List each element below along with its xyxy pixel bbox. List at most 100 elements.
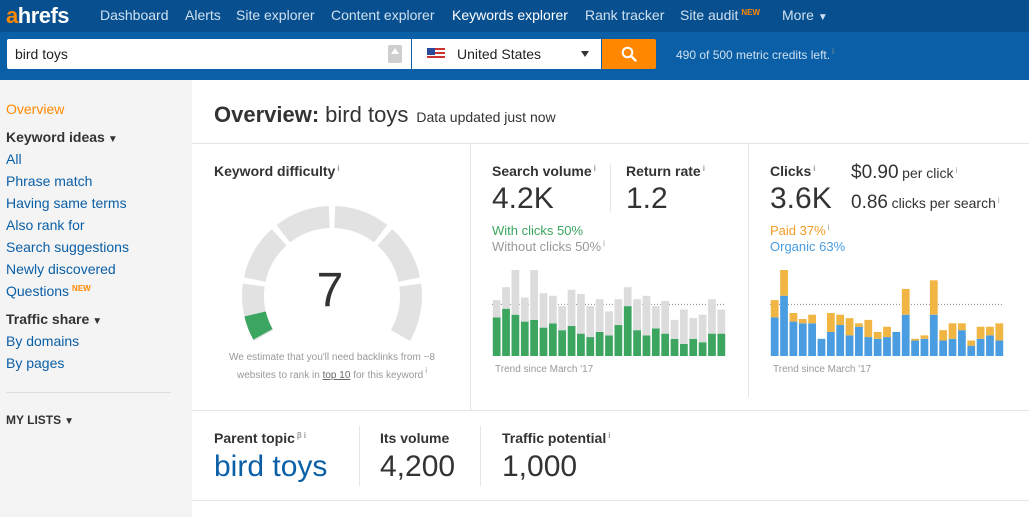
sidebar-item-overview[interactable]: Overview: [6, 101, 65, 117]
bar-without-clicks[interactable]: [586, 306, 595, 338]
bar-without-clicks[interactable]: [651, 306, 660, 329]
bar-paid[interactable]: [911, 338, 919, 341]
bar-with-clicks[interactable]: [670, 338, 679, 356]
bar-without-clicks[interactable]: [689, 318, 698, 339]
bar-with-clicks[interactable]: [530, 319, 538, 356]
bar-organic[interactable]: [911, 340, 919, 356]
bar-organic[interactable]: [855, 326, 863, 356]
bar-organic[interactable]: [986, 335, 994, 356]
sidebar-traffic-share[interactable]: Traffic share ▼: [6, 311, 102, 327]
bar-with-clicks[interactable]: [502, 308, 510, 356]
sidebar-keyword-ideas[interactable]: Keyword ideas ▼: [6, 129, 118, 145]
info-icon[interactable]: i: [337, 164, 340, 173]
bar-paid[interactable]: [967, 340, 976, 346]
bar-organic[interactable]: [901, 314, 910, 356]
bar-with-clicks[interactable]: [708, 333, 716, 356]
bar-with-clicks[interactable]: [567, 325, 576, 356]
bar-organic[interactable]: [939, 340, 948, 356]
bar-without-clicks[interactable]: [661, 300, 670, 334]
info-icon[interactable]: i: [955, 166, 958, 175]
bar-without-clicks[interactable]: [670, 319, 679, 339]
bar-without-clicks[interactable]: [539, 293, 548, 328]
bar-paid[interactable]: [855, 323, 863, 327]
bar-organic[interactable]: [845, 335, 854, 356]
bar-with-clicks[interactable]: [595, 331, 604, 356]
bar-with-clicks[interactable]: [586, 337, 595, 356]
bar-organic[interactable]: [789, 321, 798, 356]
bar-with-clicks[interactable]: [558, 330, 567, 356]
nav-keywords-explorer[interactable]: Keywords explorer: [452, 7, 568, 23]
bar-paid[interactable]: [873, 331, 882, 339]
bar-with-clicks[interactable]: [651, 328, 660, 356]
bar-without-clicks[interactable]: [558, 306, 567, 331]
bar-with-clicks[interactable]: [680, 343, 688, 356]
bar-with-clicks[interactable]: [511, 314, 520, 356]
sidebar-item-phrase-match[interactable]: Phrase match: [6, 173, 93, 189]
bar-with-clicks[interactable]: [717, 333, 726, 356]
bar-paid[interactable]: [780, 270, 788, 296]
top-10-link[interactable]: top 10: [322, 370, 351, 381]
bar-without-clicks[interactable]: [520, 297, 529, 322]
bar-organic[interactable]: [864, 337, 873, 356]
nav-site-audit[interactable]: Site audit NEW: [680, 7, 760, 23]
bar-organic[interactable]: [798, 323, 807, 356]
sidebar-item-search-suggestions[interactable]: Search suggestions: [6, 239, 129, 255]
bar-paid[interactable]: [986, 326, 994, 336]
bar-paid[interactable]: [929, 280, 938, 315]
nav-alerts[interactable]: Alerts: [185, 7, 221, 23]
bar-paid[interactable]: [883, 326, 891, 338]
bar-with-clicks[interactable]: [605, 335, 613, 356]
info-icon[interactable]: i: [832, 47, 834, 56]
bar-organic[interactable]: [976, 338, 985, 356]
bar-without-clicks[interactable]: [680, 309, 688, 344]
bar-without-clicks[interactable]: [548, 295, 557, 324]
info-icon[interactable]: i: [603, 239, 605, 248]
bar-with-clicks[interactable]: [698, 342, 707, 356]
bar-organic[interactable]: [892, 331, 901, 356]
bar-without-clicks[interactable]: [642, 295, 651, 336]
bar-paid[interactable]: [798, 319, 807, 324]
sidebar-item-by-pages[interactable]: By pages: [6, 355, 65, 371]
info-icon[interactable]: i: [303, 431, 307, 440]
bar-organic[interactable]: [967, 345, 976, 356]
info-icon[interactable]: i: [702, 164, 705, 173]
bar-without-clicks[interactable]: [502, 287, 510, 309]
bar-without-clicks[interactable]: [605, 311, 613, 336]
bar-organic[interactable]: [883, 337, 891, 356]
bar-organic[interactable]: [995, 340, 1004, 356]
bar-paid[interactable]: [995, 323, 1004, 341]
bar-organic[interactable]: [770, 317, 779, 356]
keyword-search-input[interactable]: bird toys: [7, 39, 411, 69]
bar-with-clicks[interactable]: [633, 330, 641, 356]
bar-paid[interactable]: [808, 314, 816, 324]
bar-with-clicks[interactable]: [623, 306, 632, 356]
bar-with-clicks[interactable]: [689, 338, 698, 356]
info-icon[interactable]: i: [997, 196, 1000, 205]
sidebar-item-newly-discovered[interactable]: Newly discovered: [6, 261, 116, 277]
nav-site-explorer[interactable]: Site explorer: [236, 7, 315, 23]
bar-without-clicks[interactable]: [577, 294, 585, 334]
bar-without-clicks[interactable]: [567, 289, 576, 326]
bar-without-clicks[interactable]: [708, 299, 716, 334]
bar-with-clicks[interactable]: [548, 323, 557, 356]
bar-without-clicks[interactable]: [717, 309, 726, 334]
bar-without-clicks[interactable]: [614, 299, 623, 326]
bar-with-clicks[interactable]: [577, 333, 585, 356]
upload-icon[interactable]: [388, 45, 402, 63]
bar-paid[interactable]: [864, 319, 873, 338]
bar-without-clicks[interactable]: [698, 314, 707, 343]
bar-paid[interactable]: [836, 314, 845, 326]
bar-paid[interactable]: [939, 330, 948, 341]
bar-without-clicks[interactable]: [633, 299, 641, 331]
bar-with-clicks[interactable]: [520, 321, 529, 356]
bar-organic[interactable]: [948, 338, 957, 356]
bar-paid[interactable]: [826, 313, 835, 332]
bar-organic[interactable]: [817, 338, 826, 356]
sidebar-item-all[interactable]: All: [6, 151, 22, 167]
info-icon[interactable]: i: [608, 431, 611, 440]
bar-without-clicks[interactable]: [595, 299, 604, 332]
info-icon[interactable]: i: [827, 223, 830, 232]
sidebar-my-lists[interactable]: MY LISTS ▼: [6, 413, 74, 427]
bar-without-clicks[interactable]: [511, 270, 520, 315]
bar-paid[interactable]: [789, 313, 798, 322]
